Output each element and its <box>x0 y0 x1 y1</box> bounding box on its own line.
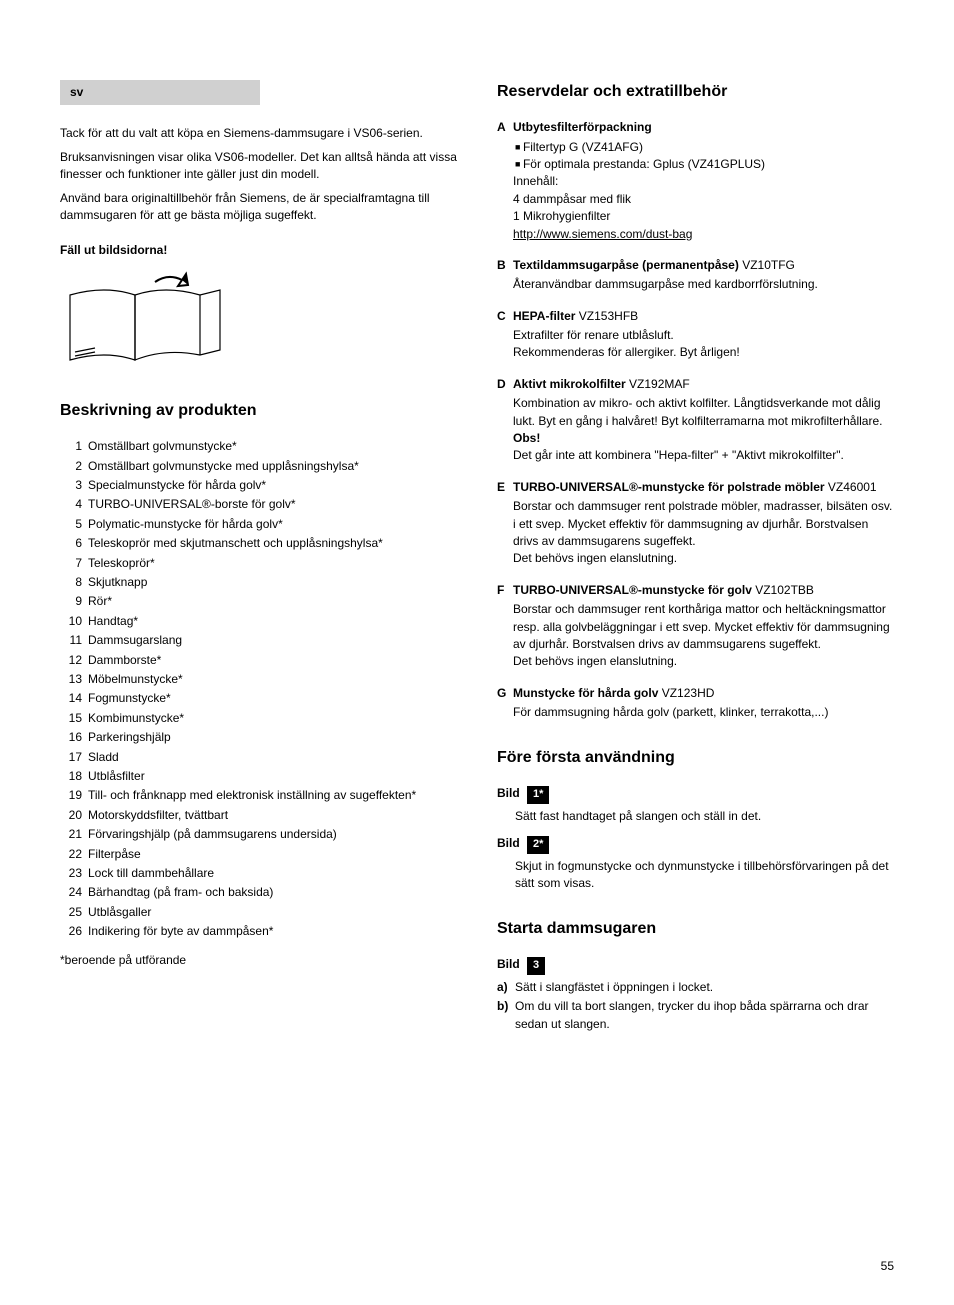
parts-list-item: 9Rör* <box>60 593 457 610</box>
parts-list-item: 6Teleskoprör med skjutmanschett och uppl… <box>60 535 457 552</box>
item-code-val: VZ46001 <box>828 480 877 494</box>
bild-1-row: Bild 1* <box>497 785 894 804</box>
bullet: Filtertyp G (VZ41AFG) <box>513 139 894 156</box>
parts-list-item: 26Indikering för byte av dammpåsen* <box>60 923 457 940</box>
open-book-icon <box>60 270 457 375</box>
fold-out-heading: Fäll ut bildsidorna! <box>60 242 457 259</box>
intro-block: Tack för att du valt att köpa en Siemens… <box>60 125 457 224</box>
item-title: HEPA-filter <box>513 309 575 323</box>
intro-p1: Tack för att du valt att köpa en Siemens… <box>60 125 457 142</box>
bild-number-badge: 3 <box>527 957 545 975</box>
item-desc: Borstar och dammsuger rent polstrade möb… <box>513 498 894 568</box>
parts-list-item: 8Skjutknapp <box>60 574 457 591</box>
item-title: TURBO-UNIVERSAL®-munstycke för golv <box>513 583 752 597</box>
parts-list-item: 10Handtag* <box>60 613 457 630</box>
bild-2-text: Skjut in fogmunstycke och dynmunstycke i… <box>515 858 894 893</box>
parts-list-item: 3Specialmunstycke för hårda golv* <box>60 477 457 494</box>
bild-number-badge: 1* <box>527 786 549 804</box>
parts-list-item: 18Utblåsfilter <box>60 768 457 785</box>
intro-p3: Använd bara originaltillbehör från Sieme… <box>60 190 457 225</box>
bild-3-row: Bild 3 <box>497 956 894 975</box>
bild-label: Bild <box>497 957 520 971</box>
item-desc: Extrafilter för renare utblåsluft.Rekomm… <box>513 327 894 362</box>
item-title: Textildammsugarpåse (permanentpåse) <box>513 258 739 272</box>
item-letter: B <box>497 257 513 294</box>
parts-list-item: 11Dammsugarslang <box>60 632 457 649</box>
spare-parts-list: A Utbytesfilterförpackning Filtertyp G (… <box>497 119 894 721</box>
heading-start-vacuum: Starta dammsugaren <box>497 917 894 940</box>
item-obs: Obs! <box>513 430 894 447</box>
parts-list-item: 14Fogmunstycke* <box>60 690 457 707</box>
parts-list-item: 2Omställbart golvmunstycke med upplåsnin… <box>60 458 457 475</box>
bild-label: Bild <box>497 786 520 800</box>
item-line: 4 dammpåsar med flik <box>513 191 894 208</box>
step-text: Om du vill ta bort slangen, trycker du i… <box>515 998 894 1033</box>
parts-list-item: 12Dammborste* <box>60 652 457 669</box>
language-badge: sv <box>60 80 260 105</box>
item-code-val: VZ192MAF <box>629 377 690 391</box>
parts-list-item: 16Parkeringshjälp <box>60 729 457 746</box>
item-line: 1 Mikrohygienfilter <box>513 208 894 225</box>
step-key: b) <box>497 998 515 1033</box>
item-desc2: Det går inte att kombinera "Hepa-filter"… <box>513 447 894 464</box>
item-code-val: VZ123HD <box>662 686 715 700</box>
item-desc: Kombination av mikro- och aktivt kolfilt… <box>513 395 894 430</box>
intro-p2: Bruksanvisningen visar olika VS06-modell… <box>60 149 457 184</box>
parts-list-item: 13Möbelmunstycke* <box>60 671 457 688</box>
item-desc: För dammsugning hårda golv (parkett, kli… <box>513 704 894 721</box>
item-code-val: VZ153HFB <box>579 309 638 323</box>
item-desc: Återanvändbar dammsugarpåse med kardborr… <box>513 276 894 293</box>
parts-list-item: 1Omställbart golvmunstycke* <box>60 438 457 455</box>
bild-1-text: Sätt fast handtaget på slangen och ställ… <box>515 808 894 825</box>
parts-list-item: 23Lock till dammbehållare <box>60 865 457 882</box>
item-title: TURBO-UNIVERSAL®-munstycke för polstrade… <box>513 480 825 494</box>
parts-list-item: 15Kombimunstycke* <box>60 710 457 727</box>
bild-2-row: Bild 2* <box>497 835 894 854</box>
item-letter: G <box>497 685 513 722</box>
bild-label: Bild <box>497 836 520 850</box>
item-letter: E <box>497 479 513 568</box>
parts-list-item: 17Sladd <box>60 749 457 766</box>
item-link[interactable]: http://www.siemens.com/dust-bag <box>513 226 894 243</box>
item-title: Aktivt mikrokolfilter <box>513 377 626 391</box>
item-code-val: VZ10TFG <box>742 258 795 272</box>
item-letter: F <box>497 582 513 671</box>
item-letter: A <box>497 119 513 243</box>
item-bullets: Filtertyp G (VZ41AFG) För optimala prest… <box>513 139 894 174</box>
item-code-val: VZ102TBB <box>755 583 814 597</box>
item-letter: C <box>497 308 513 362</box>
parts-list-item: 7Teleskoprör* <box>60 555 457 572</box>
parts-list-item: 24Bärhandtag (på fram- och baksida) <box>60 884 457 901</box>
item-desc: Borstar och dammsuger rent korthåriga ma… <box>513 601 894 671</box>
item-line: Innehåll: <box>513 173 894 190</box>
item-title: Utbytesfilterförpackning <box>513 120 652 134</box>
parts-footnote: *beroende på utförande <box>60 952 457 969</box>
parts-list-item: 22Filterpåse <box>60 846 457 863</box>
parts-list-item: 20Motorskyddsfilter, tvättbart <box>60 807 457 824</box>
item-letter: D <box>497 376 513 465</box>
parts-list: 1Omställbart golvmunstycke* 2Omställbart … <box>60 438 457 940</box>
heading-before-first-use: Före första användning <box>497 746 894 769</box>
parts-list-item: 5Polymatic-munstycke för hårda golv* <box>60 516 457 533</box>
step-text: Sätt i slangfästet i öppningen i locket. <box>515 979 713 996</box>
page-number: 55 <box>881 1258 894 1275</box>
bullet: För optimala prestanda: Gplus (VZ41GPLUS… <box>513 156 894 173</box>
parts-list-item: 4TURBO-UNIVERSAL®-borste för golv* <box>60 496 457 513</box>
bild-3-steps: a)Sätt i slangfästet i öppningen i locke… <box>497 979 894 1033</box>
heading-product-description: Beskrivning av produkten <box>60 399 457 422</box>
parts-list-item: 19Till- och frånknapp med elektronisk in… <box>60 787 457 804</box>
parts-list-item: 21Förvaringshjälp (på dammsugarens under… <box>60 826 457 843</box>
parts-list-item: 25Utblåsgaller <box>60 904 457 921</box>
bild-number-badge: 2* <box>527 836 549 854</box>
item-title: Munstycke för hårda golv <box>513 686 658 700</box>
step-key: a) <box>497 979 515 996</box>
heading-spare-parts: Reservdelar och extratillbehör <box>497 80 894 103</box>
